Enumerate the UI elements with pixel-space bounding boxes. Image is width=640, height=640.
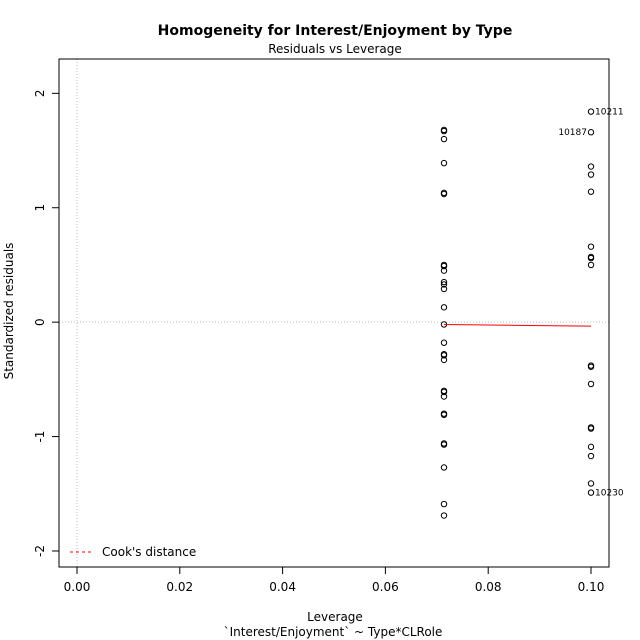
data-point — [440, 441, 448, 448]
x-tick-label: 0.08 — [475, 580, 502, 594]
data-point — [587, 254, 595, 262]
x-tick-label: 0.10 — [578, 580, 605, 594]
data-point — [440, 159, 448, 167]
data-point — [587, 188, 595, 195]
data-point — [587, 243, 595, 250]
chart-subtitle: Residuals vs Leverage — [268, 42, 402, 56]
data-point — [440, 127, 448, 135]
data-point — [587, 425, 595, 432]
data-point — [440, 339, 448, 346]
data-point — [587, 261, 595, 269]
point-label: 10187 — [558, 128, 587, 138]
x-tick-label: 0.04 — [269, 580, 296, 594]
y-tick-label: 1 — [33, 204, 47, 212]
x-axis-label: Leverage — [307, 610, 363, 624]
y-tick-label: -2 — [33, 545, 47, 557]
data-point — [440, 190, 448, 198]
point-label: 10211 — [595, 108, 624, 118]
data-point — [440, 393, 448, 400]
legend-cook-label: Cook's distance — [102, 545, 196, 559]
y-tick-label: 0 — [33, 318, 47, 326]
data-point — [587, 108, 595, 115]
y-tick-label: -1 — [33, 431, 47, 443]
data-point — [587, 129, 595, 136]
data-point — [587, 452, 595, 460]
data-point — [440, 411, 448, 419]
x-axis-formula: `Interest/Enjoyment` ~ Type*CLRole — [224, 625, 443, 639]
data-point — [587, 443, 595, 451]
y-axis-label: Standardized residuals — [2, 243, 16, 380]
data-point — [440, 281, 448, 288]
y-tick-label: 2 — [33, 90, 47, 98]
data-point — [440, 262, 448, 270]
smooth-line — [443, 323, 592, 327]
data-point — [440, 500, 448, 508]
data-point — [440, 285, 448, 293]
data-point — [440, 352, 448, 359]
chart-title: Homogeneity for Interest/Enjoyment by Ty… — [158, 23, 513, 39]
data-point — [440, 267, 448, 274]
point-label: 10230 — [595, 489, 624, 499]
data-point — [440, 304, 448, 311]
data-point — [440, 464, 448, 471]
data-point — [587, 480, 595, 487]
data-point — [587, 171, 595, 178]
data-point — [440, 356, 448, 364]
x-tick-label: 0.02 — [166, 580, 193, 594]
data-point — [440, 135, 448, 143]
data-point — [587, 380, 595, 388]
x-tick-label: 0.00 — [64, 580, 91, 594]
data-point — [587, 489, 595, 496]
data-point — [587, 363, 595, 370]
data-point — [440, 388, 448, 396]
plot-frame — [58, 58, 610, 568]
data-point — [587, 163, 595, 170]
x-tick-label: 0.06 — [372, 580, 399, 594]
data-point — [440, 512, 448, 519]
plot-area: 0.00 0.02 0.04 0.06 0.08 0.10 -2 -1 0 1 2 10211 1018… — [33, 58, 624, 594]
data-point — [440, 278, 448, 286]
